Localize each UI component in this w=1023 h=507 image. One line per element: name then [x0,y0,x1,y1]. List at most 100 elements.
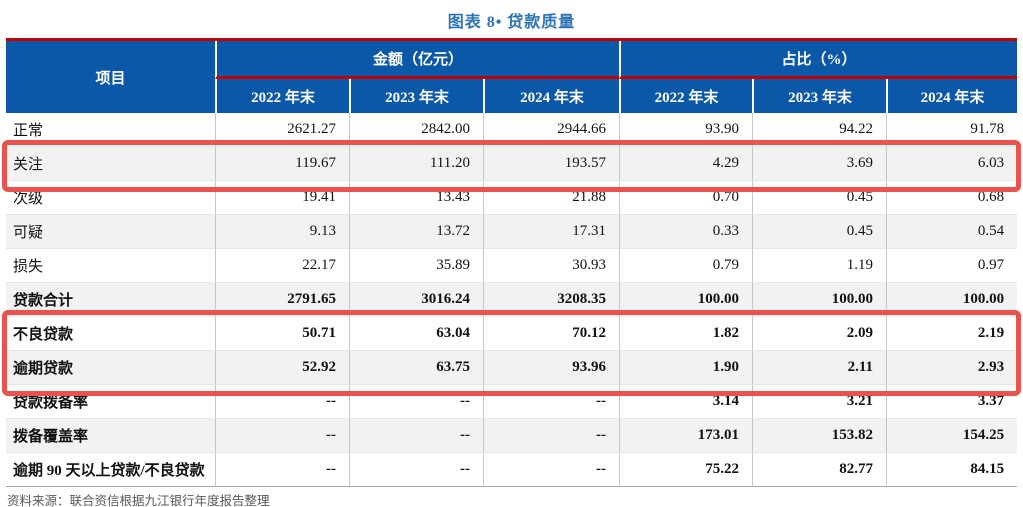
col-group-share: 占比（%） [619,41,1018,79]
cell-value: 0.45 [752,181,887,215]
cell-value: 3.14 [619,385,753,419]
table-wrapper: 项目 金额（亿元） 占比（%） 2022 年末 2023 年末 2024 年末 … [2,38,1021,487]
row-label: 拨备覆盖率 [6,419,215,453]
cell-value: 2944.66 [483,113,620,147]
cell-value: 153.82 [752,419,887,453]
cell-value: 6.03 [886,147,1018,181]
cell-value: -- [349,385,483,419]
table-row: 逾期贷款 52.92 63.75 93.96 1.90 2.11 2.93 [6,351,1018,385]
cell-value: 100.00 [886,283,1018,317]
table-row: 正常 2621.27 2842.00 2944.66 93.90 94.22 91.78 [6,113,1018,147]
cell-value: 13.43 [349,181,483,215]
col-group-amount: 金额（亿元） [215,41,620,79]
cell-value: 9.13 [215,215,349,249]
row-label: 不良贷款 [6,317,215,351]
cell-value: 93.90 [619,113,753,147]
cell-value: -- [215,453,349,487]
table-body: 正常 2621.27 2842.00 2944.66 93.90 94.22 91.78 关注… [6,113,1018,487]
table-row: 贷款拨备率 -- -- -- 3.14 3.21 3.37 [6,385,1018,419]
cell-value: 91.78 [886,113,1018,147]
row-label: 损失 [6,249,215,283]
table-row: 损失 22.17 35.89 30.93 0.79 1.19 0.97 [6,249,1018,283]
cell-value: 19.41 [215,181,349,215]
cell-value: 30.93 [483,249,620,283]
row-label: 可疑 [6,215,215,249]
cell-value: 2791.65 [215,283,349,317]
cell-value: 4.29 [619,147,753,181]
cell-value: 17.31 [483,215,620,249]
cell-value: 154.25 [886,419,1018,453]
cell-value: 63.75 [349,351,483,385]
row-label: 贷款拨备率 [6,385,215,419]
col-header-amount-2022: 2022 年末 [215,79,349,113]
col-header-amount-2024: 2024 年末 [483,79,620,113]
cell-value: 2.93 [886,351,1018,385]
cell-value: 0.33 [619,215,753,249]
cell-value: -- [215,385,349,419]
table-row: 可疑 9.13 13.72 17.31 0.33 0.45 0.54 [6,215,1018,249]
cell-value: 0.54 [886,215,1018,249]
cell-value: 0.70 [619,181,753,215]
row-label: 逾期 90 天以上贷款/不良贷款 [6,453,215,487]
cell-value: 13.72 [349,215,483,249]
col-header-share-2023: 2023 年末 [752,79,887,113]
row-label: 正常 [6,113,215,147]
cell-value: 1.90 [619,351,753,385]
table-row: 贷款合计 2791.65 3016.24 3208.35 100.00 100.00 100… [6,283,1018,317]
col-header-amount-2023: 2023 年末 [349,79,483,113]
cell-value: 50.71 [215,317,349,351]
col-header-share-2024: 2024 年末 [886,79,1018,113]
cell-value: -- [349,419,483,453]
cell-value: 3.37 [886,385,1018,419]
cell-value: 82.77 [752,453,887,487]
cell-value: 3.21 [752,385,887,419]
table-row: 不良贷款 50.71 63.04 70.12 1.82 2.09 2.19 [6,317,1018,351]
cell-value: 0.68 [886,181,1018,215]
cell-value: 173.01 [619,419,753,453]
cell-value: 94.22 [752,113,887,147]
cell-value: -- [483,419,620,453]
cell-value: 3.69 [752,147,887,181]
col-header-share-2022: 2022 年末 [619,79,753,113]
cell-value: 0.79 [619,249,753,283]
cell-value: 22.17 [215,249,349,283]
cell-value: 35.89 [349,249,483,283]
cell-value: 21.88 [483,181,620,215]
cell-value: 63.04 [349,317,483,351]
cell-value: 2842.00 [349,113,483,147]
cell-value: -- [483,385,620,419]
table-row: 关注 119.67 111.20 193.57 4.29 3.69 6.03 [6,147,1018,181]
cell-value: 75.22 [619,453,753,487]
cell-value: 0.45 [752,215,887,249]
cell-value: 84.15 [886,453,1018,487]
cell-value: 100.00 [752,283,887,317]
cell-value: 1.19 [752,249,887,283]
cell-value: -- [215,419,349,453]
table-row: 拨备覆盖率 -- -- -- 173.01 153.82 154.25 [6,419,1018,453]
cell-value: 52.92 [215,351,349,385]
row-label: 逾期贷款 [6,351,215,385]
table-row: 逾期 90 天以上贷款/不良贷款 -- -- -- 75.22 82.77 84.15 [6,453,1018,487]
table-header: 项目 金额（亿元） 占比（%） 2022 年末 2023 年末 2024 年末 … [6,41,1018,113]
loan-quality-table: 项目 金额（亿元） 占比（%） 2022 年末 2023 年末 2024 年末 … [6,38,1018,487]
cell-value: 119.67 [215,147,349,181]
cell-value: -- [349,453,483,487]
table-row: 次级 19.41 13.43 21.88 0.70 0.45 0.68 [6,181,1018,215]
cell-value: 3016.24 [349,283,483,317]
row-label: 贷款合计 [6,283,215,317]
cell-value: 1.82 [619,317,753,351]
cell-value: 2.09 [752,317,887,351]
cell-value: 2621.27 [215,113,349,147]
cell-value: 0.97 [886,249,1018,283]
cell-value: 3208.35 [483,283,620,317]
cell-value: 111.20 [349,147,483,181]
col-header-item: 项目 [6,41,215,113]
cell-value: 2.11 [752,351,887,385]
source-note: 资料来源：联合资信根据九江银行年度报告整理 [7,494,270,507]
cell-value: 70.12 [483,317,620,351]
row-label: 次级 [6,181,215,215]
cell-value: 100.00 [619,283,753,317]
cell-value: -- [483,453,620,487]
cell-value: 2.19 [886,317,1018,351]
